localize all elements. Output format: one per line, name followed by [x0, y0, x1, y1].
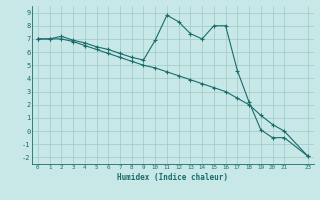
X-axis label: Humidex (Indice chaleur): Humidex (Indice chaleur)	[117, 173, 228, 182]
